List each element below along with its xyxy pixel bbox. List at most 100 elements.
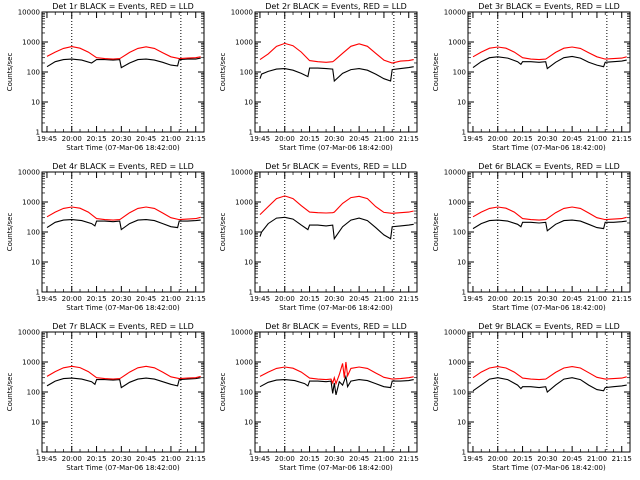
- y-tick-label: 10: [244, 99, 253, 107]
- y-axis-label: Counts/sec: [6, 373, 14, 412]
- x-tick-label: 19:45: [463, 455, 483, 463]
- y-axis-label: Counts/sec: [432, 213, 440, 252]
- y-tick-label: 1: [249, 449, 253, 457]
- x-tick-label: 19:45: [37, 135, 57, 143]
- x-tick-label: 20:15: [86, 295, 106, 303]
- y-tick-label: 10000: [18, 329, 40, 337]
- x-tick-label: 20:30: [111, 455, 131, 463]
- x-tick-label: 20:15: [299, 295, 319, 303]
- x-tick-label: 21:00: [587, 295, 607, 303]
- x-tick-label: 20:15: [86, 455, 106, 463]
- y-axis-label: Counts/sec: [432, 373, 440, 412]
- x-tick-label: 20:45: [562, 135, 582, 143]
- x-tick-label: 20:45: [136, 135, 156, 143]
- x-tick-label: 20:00: [275, 455, 295, 463]
- y-tick-label: 1000: [235, 199, 253, 207]
- chart-title: Det 2r BLACK = Events, RED = LLD: [265, 2, 407, 11]
- x-tick-label: 20:45: [349, 295, 369, 303]
- y-tick-label: 100: [240, 389, 253, 397]
- y-tick-label: 1000: [448, 359, 466, 367]
- y-tick-label: 10000: [231, 9, 253, 17]
- y-tick-label: 100: [453, 389, 466, 397]
- x-tick-label: 19:45: [37, 455, 57, 463]
- detector-chart-9: Det 9r BLACK = Events, RED = LLD 1 10 100 10…: [432, 322, 632, 472]
- x-tick-label: 20:15: [512, 135, 532, 143]
- detector-chart-4: Det 4r BLACK = Events, RED = LLD 1 10 100 10…: [6, 162, 206, 312]
- lld-series-line: [46, 206, 201, 221]
- x-tick-label: 21:15: [612, 295, 632, 303]
- x-tick-label: 20:15: [86, 135, 106, 143]
- y-tick-label: 10: [31, 419, 40, 427]
- lld-series-line: [259, 195, 414, 215]
- detector-chart-3: Det 3r BLACK = Events, RED = LLD 1 10 100 10…: [432, 2, 632, 152]
- y-axis-label: Counts/sec: [432, 53, 440, 92]
- x-tick-label: 20:15: [299, 135, 319, 143]
- plot-frame: [467, 171, 631, 293]
- lld-series-line: [472, 366, 627, 381]
- x-tick-label: 20:45: [136, 295, 156, 303]
- x-tick-label: 21:15: [186, 295, 206, 303]
- x-tick-label: 21:15: [399, 295, 419, 303]
- x-tick-label: 21:15: [612, 135, 632, 143]
- x-tick-label: 19:45: [250, 295, 270, 303]
- x-tick-label: 21:00: [587, 135, 607, 143]
- y-tick-label: 10: [457, 419, 466, 427]
- y-tick-label: 1: [462, 129, 466, 137]
- x-axis-label: Start Time (07-Mar-06 18:42:00): [279, 304, 393, 312]
- lld-series-line: [46, 46, 201, 60]
- x-tick-label: 20:00: [488, 455, 508, 463]
- x-axis-label: Start Time (07-Mar-06 18:42:00): [66, 464, 180, 472]
- detector-chart-7: Det 7r BLACK = Events, RED = LLD 1 10 100 10…: [6, 322, 206, 472]
- x-tick-label: 21:15: [186, 135, 206, 143]
- y-tick-label: 10: [31, 99, 40, 107]
- x-tick-label: 21:00: [587, 455, 607, 463]
- detector-chart-2: Det 2r BLACK = Events, RED = LLD 1 10 100 10…: [219, 2, 419, 152]
- x-tick-label: 20:45: [349, 455, 369, 463]
- x-axis-label: Start Time (07-Mar-06 18:42:00): [279, 464, 393, 472]
- y-tick-label: 10: [457, 99, 466, 107]
- x-tick-label: 21:00: [374, 455, 394, 463]
- x-tick-label: 21:15: [612, 455, 632, 463]
- y-tick-label: 1000: [448, 39, 466, 47]
- x-tick-label: 20:45: [562, 455, 582, 463]
- y-tick-label: 10000: [18, 9, 40, 17]
- x-tick-label: 21:00: [374, 295, 394, 303]
- plot-frame: [41, 331, 205, 453]
- x-axis-label: Start Time (07-Mar-06 18:42:00): [492, 304, 606, 312]
- y-tick-label: 100: [240, 229, 253, 237]
- plot-frame: [467, 331, 631, 453]
- y-axis-label: Counts/sec: [219, 53, 227, 92]
- plot-frame: [467, 11, 631, 133]
- lld-series-line: [46, 365, 201, 380]
- x-tick-label: 20:15: [299, 455, 319, 463]
- events-series-line: [259, 374, 414, 396]
- x-tick-label: 20:00: [62, 455, 82, 463]
- y-tick-label: 10: [457, 259, 466, 267]
- y-tick-label: 10: [244, 419, 253, 427]
- x-tick-label: 20:00: [275, 135, 295, 143]
- chart-title: Det 7r BLACK = Events, RED = LLD: [52, 322, 194, 331]
- x-tick-label: 20:15: [512, 455, 532, 463]
- y-tick-label: 1: [36, 129, 40, 137]
- y-tick-label: 100: [27, 69, 40, 77]
- x-tick-label: 20:45: [349, 135, 369, 143]
- y-tick-label: 1: [249, 289, 253, 297]
- y-tick-label: 10000: [444, 9, 466, 17]
- x-tick-label: 20:00: [62, 295, 82, 303]
- y-tick-label: 1000: [22, 199, 40, 207]
- lld-series-line: [472, 46, 627, 61]
- detector-chart-5: Det 5r BLACK = Events, RED = LLD 1 10 100 10…: [219, 162, 419, 312]
- detector-chart-8: Det 8r BLACK = Events, RED = LLD 1 10 100 10…: [219, 322, 419, 472]
- chart-title: Det 3r BLACK = Events, RED = LLD: [478, 2, 620, 11]
- x-tick-label: 21:15: [186, 455, 206, 463]
- x-tick-label: 20:45: [562, 295, 582, 303]
- plot-frame: [41, 11, 205, 133]
- events-series-line: [472, 55, 627, 70]
- x-tick-label: 20:30: [324, 295, 344, 303]
- x-tick-label: 20:15: [512, 295, 532, 303]
- chart-title: Det 8r BLACK = Events, RED = LLD: [265, 322, 407, 331]
- y-axis-label: Counts/sec: [6, 213, 14, 252]
- x-tick-label: 20:00: [488, 135, 508, 143]
- x-tick-label: 20:00: [62, 135, 82, 143]
